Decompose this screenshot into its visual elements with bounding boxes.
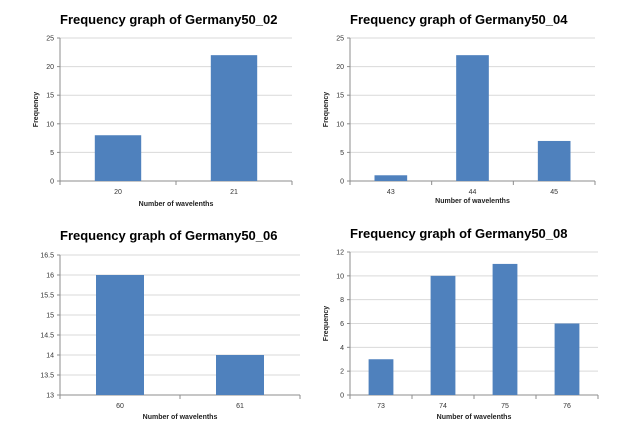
y-tick-label: 14.5: [40, 333, 54, 340]
chart-3: Frequency graph of Germany50_06 13 13.5 14 1…: [40, 228, 301, 421]
x-axis-label: Number of wavelenths: [437, 414, 512, 421]
x-tick-label: 20: [114, 189, 122, 196]
y-tick-label: 15: [46, 93, 54, 100]
x-axis-label: Number of wavelenths: [143, 414, 218, 421]
y-tick-label: 0: [340, 393, 344, 400]
chart-title: Frequency graph of Germany50_08: [350, 226, 567, 241]
x-tick-label: 21: [230, 189, 238, 196]
bar: [96, 275, 144, 395]
bar: [216, 355, 264, 395]
chart-title: Frequency graph of Germany50_02: [60, 12, 277, 27]
bar: [374, 175, 408, 181]
y-tick-label: 2: [340, 369, 344, 376]
y-tick-label: 25: [46, 36, 54, 43]
x-tick-label: 76: [563, 403, 571, 410]
x-tick-label: 61: [236, 403, 244, 410]
x-tick-label: 75: [501, 403, 509, 410]
bar: [554, 323, 580, 395]
y-tick-label: 13.5: [40, 373, 54, 380]
y-tick-label: 14: [46, 353, 54, 360]
y-tick-label: 13: [46, 393, 54, 400]
y-tick-label: 0: [50, 179, 54, 186]
x-axis-label: Number of wavelenths: [139, 201, 214, 208]
y-tick-label: 10: [336, 273, 344, 280]
x-axis-label: Number of wavelenths: [435, 198, 510, 205]
y-tick-label: 5: [340, 150, 344, 157]
x-tick-label: 73: [377, 403, 385, 410]
y-tick-label: 25: [336, 36, 344, 43]
bar: [537, 140, 571, 181]
x-tick-label: 45: [550, 189, 558, 196]
bar: [430, 275, 456, 395]
y-tick-label: 16.5: [40, 253, 54, 260]
chart-title: Frequency graph of Germany50_04: [350, 12, 568, 27]
y-tick-label: 20: [336, 64, 344, 71]
x-tick-label: 60: [116, 403, 124, 410]
y-tick-label: 0: [340, 179, 344, 186]
x-tick-label: 43: [387, 189, 395, 196]
y-tick-label: 20: [46, 64, 54, 71]
chart-1: Frequency graph of Germany50_02 0 5 10 15 20 2…: [33, 12, 293, 208]
bar: [492, 263, 518, 395]
y-tick-label: 15.5: [40, 293, 54, 300]
y-tick-label: 4: [340, 345, 344, 352]
y-axis-label: Frequency: [323, 92, 330, 128]
y-tick-label: 6: [340, 321, 344, 328]
y-tick-label: 16: [46, 273, 54, 280]
chart-4: Frequency graph of Germany50_08 0 2 4 6 8 10 12…: [323, 226, 599, 421]
bar: [456, 55, 489, 181]
y-tick-label: 8: [340, 297, 344, 304]
x-tick-label: 44: [469, 189, 477, 196]
y-tick-label: 15: [336, 93, 344, 100]
y-axis-label: Frequency: [33, 92, 40, 128]
y-tick-label: 5: [50, 150, 54, 157]
bar: [94, 135, 142, 181]
x-tick-label: 74: [439, 403, 447, 410]
chart-2: Frequency graph of Germany50_04 0 5 10 15 20 2…: [323, 12, 596, 205]
y-tick-label: 12: [336, 250, 344, 257]
y-tick-label: 15: [46, 313, 54, 320]
y-tick-label: 10: [46, 121, 54, 128]
bar: [210, 55, 258, 181]
chart-title: Frequency graph of Germany50_06: [60, 228, 277, 243]
bar: [368, 359, 394, 395]
y-tick-label: 10: [336, 121, 344, 128]
y-axis-label: Frequency: [323, 306, 330, 342]
